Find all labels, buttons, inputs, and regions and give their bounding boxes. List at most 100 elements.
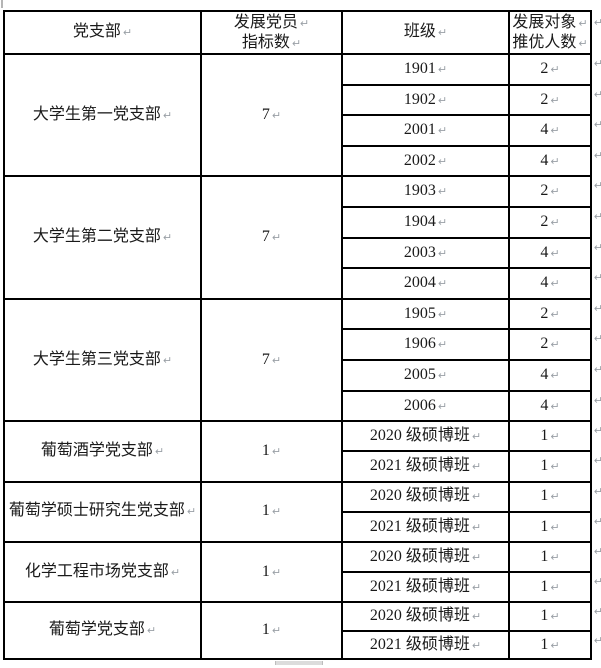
scrollbar-artifact <box>275 661 323 665</box>
quota-cell[interactable]: 7 ↵ <box>200 52 343 178</box>
paragraph-mark-icon: ↵ <box>550 185 560 199</box>
class-cell[interactable]: 1903 ↵ <box>341 175 510 208</box>
row-end-mark-icon: ↵ <box>593 148 601 162</box>
header-label: 班级 <box>403 23 436 41</box>
paragraph-mark-icon: ↵ <box>271 505 282 519</box>
count-cell[interactable]: 4 ↵ ↵ <box>508 358 601 392</box>
class-cell[interactable]: 1904 ↵ <box>341 205 510 239</box>
class-cell[interactable]: 2021 级硕博班 ↵ <box>341 510 510 543</box>
row-end-mark-icon: ↵ <box>593 454 601 468</box>
quota-cell[interactable]: 7 ↵ <box>200 175 343 300</box>
quota-value: 7 <box>261 105 270 123</box>
class-cell[interactable]: 2005 ↵ <box>341 358 510 392</box>
branch-name: 葡萄学硕士研究生党支部 <box>8 502 185 520</box>
branch-cell[interactable]: 化学工程市场党支部 ↵ <box>3 540 202 604</box>
header-label: 党支部 <box>72 23 121 41</box>
class-cell[interactable]: 2020 级硕博班 ↵ <box>341 540 510 574</box>
class-name: 2020 级硕博班 <box>369 487 470 505</box>
class-cell[interactable]: 2020 级硕博班 ↵ <box>341 480 510 513</box>
count-cell[interactable]: 1 ↵ ↵ <box>508 480 601 513</box>
table-row: 大学生第二党支部 ↵ 7 ↵ 1903 ↵ 2 ↵ ↵ <box>3 175 601 300</box>
class-cell[interactable]: 2001 ↵ <box>341 114 510 147</box>
paragraph-mark-icon: ↵ <box>550 550 560 564</box>
class-cell[interactable]: 1901 ↵ <box>341 53 510 86</box>
quota-cell[interactable]: 7 ↵ <box>200 297 343 423</box>
quota-cell[interactable]: 1 ↵ <box>200 480 343 543</box>
paragraph-mark-icon: ↵ <box>550 490 560 504</box>
class-cell[interactable]: 2021 级硕博班 ↵ <box>341 450 510 483</box>
paragraph-mark-icon: ↵ <box>550 63 560 77</box>
header-cell-class[interactable]: 班级 ↵ <box>341 10 510 55</box>
count-value: 2 <box>540 60 549 78</box>
paragraph-mark-icon: ↵ <box>437 307 448 321</box>
branch-name: 大学生第一党支部 <box>32 105 161 123</box>
class-cell[interactable]: 2002 ↵ <box>341 144 510 178</box>
count-cell[interactable]: 1 ↵ ↵ <box>508 540 601 574</box>
class-cell[interactable]: 2021 级硕博班 ↵ <box>341 629 510 660</box>
count-cell[interactable]: 2 ↵ ↵ <box>508 297 601 331</box>
row-end-mark-icon: ↵ <box>593 514 601 528</box>
quota-cell[interactable]: 1 ↵ <box>200 420 343 483</box>
row-end-mark-icon: ↵ <box>593 271 601 285</box>
paragraph-mark-icon: ↵ <box>550 460 560 474</box>
header-cell-recommend[interactable]: 发展对象 ↵ 推优人数 ↵ ↵ <box>508 10 601 55</box>
class-cell[interactable]: 2003 ↵ <box>341 236 510 270</box>
class-cell[interactable]: 2004 ↵ <box>341 267 510 300</box>
branch-cell[interactable]: 葡萄学硕士研究生党支部 ↵ <box>3 480 202 543</box>
branch-cell[interactable]: 大学生第一党支部 ↵ <box>3 52 202 178</box>
class-cell[interactable]: 1905 ↵ <box>341 297 510 331</box>
quota-cell[interactable]: 1 ↵ <box>200 601 343 660</box>
table-row: 大学生第一党支部 ↵ 7 ↵ 1901 ↵ 2 ↵ ↵ <box>3 52 601 178</box>
count-cell[interactable]: 1 ↵ ↵ <box>508 510 601 543</box>
count-cell[interactable]: 1 ↵ ↵ <box>508 450 601 483</box>
paragraph-mark-icon: ↵ <box>471 638 482 652</box>
count-cell[interactable]: 2 ↵ ↵ <box>508 205 601 239</box>
class-cell[interactable]: 1902 ↵ <box>341 83 510 117</box>
row-end-mark-icon: ↵ <box>593 575 601 589</box>
paragraph-mark-icon: ↵ <box>437 124 448 138</box>
paragraph-mark-icon: ↵ <box>299 16 310 30</box>
count-cell[interactable]: 4 ↵ ↵ <box>508 267 601 300</box>
count-value: 1 <box>540 547 549 565</box>
branch-cell[interactable]: 大学生第二党支部 ↵ <box>3 175 202 300</box>
count-cell[interactable]: 1 ↵ ↵ <box>508 420 601 453</box>
row-end-mark-icon: ↵ <box>593 633 601 647</box>
count-value: 4 <box>540 121 549 139</box>
count-cell[interactable]: 4 ↵ ↵ <box>508 114 601 147</box>
count-cell[interactable]: 2 ↵ ↵ <box>508 175 601 208</box>
quota-cell[interactable]: 1 ↵ <box>200 540 343 604</box>
class-cell[interactable]: 2021 级硕博班 ↵ <box>341 571 510 604</box>
class-name: 2021 级硕博班 <box>369 517 470 535</box>
count-cell[interactable]: 4 ↵ ↵ <box>508 144 601 178</box>
count-cell[interactable]: 4 ↵ ↵ <box>508 236 601 270</box>
paragraph-mark-icon: ↵ <box>271 353 282 367</box>
count-cell[interactable]: 1 ↵ ↵ <box>508 629 601 660</box>
class-cell[interactable]: 2020 级硕博班 ↵ <box>341 601 510 632</box>
paragraph-mark-icon: ↵ <box>162 108 173 122</box>
count-cell[interactable]: 2 ↵ ↵ <box>508 53 601 86</box>
class-cell[interactable]: 2006 ↵ <box>341 389 510 423</box>
count-cell[interactable]: 4 ↵ ↵ <box>508 389 601 423</box>
row-end-mark-icon: ↵ <box>593 57 601 70</box>
row-end-mark-icon: ↵ <box>593 87 601 101</box>
class-cell[interactable]: 1906 ↵ <box>341 328 510 361</box>
branch-cell[interactable]: 葡萄酒学党支部 ↵ <box>3 420 202 483</box>
header-cell-quota[interactable]: 发展党员 ↵ 指标数 ↵ <box>200 10 343 55</box>
class-name: 2020 级硕博班 <box>369 427 470 445</box>
count-cell[interactable]: 1 ↵ ↵ <box>508 601 601 632</box>
paragraph-mark-icon: ↵ <box>550 580 560 594</box>
class-name: 1905 <box>403 304 436 322</box>
header-label: 发展党员 <box>233 13 298 31</box>
count-cell[interactable]: 2 ↵ ↵ <box>508 328 601 361</box>
branch-cell[interactable]: 大学生第三党支部 ↵ <box>3 297 202 423</box>
count-cell[interactable]: 2 ↵ ↵ <box>508 83 601 117</box>
class-cell[interactable]: 2020 级硕博班 ↵ <box>341 420 510 453</box>
table-row: 2021 级硕博班 ↵ 1 ↵ ↵ <box>4 510 601 543</box>
class-name: 2002 <box>403 151 436 169</box>
header-cell-branch[interactable]: 党支部 ↵ <box>3 10 202 55</box>
paragraph-mark-icon: ↵ <box>437 338 448 352</box>
count-cell[interactable]: 1 ↵ ↵ <box>508 571 601 604</box>
paragraph-mark-icon: ↵ <box>471 610 482 624</box>
paragraph-mark-icon: ↵ <box>437 154 448 168</box>
branch-cell[interactable]: 葡萄学党支部 ↵ <box>3 601 202 660</box>
